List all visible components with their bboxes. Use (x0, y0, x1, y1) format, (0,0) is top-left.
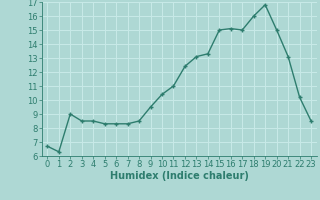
X-axis label: Humidex (Indice chaleur): Humidex (Indice chaleur) (110, 171, 249, 181)
